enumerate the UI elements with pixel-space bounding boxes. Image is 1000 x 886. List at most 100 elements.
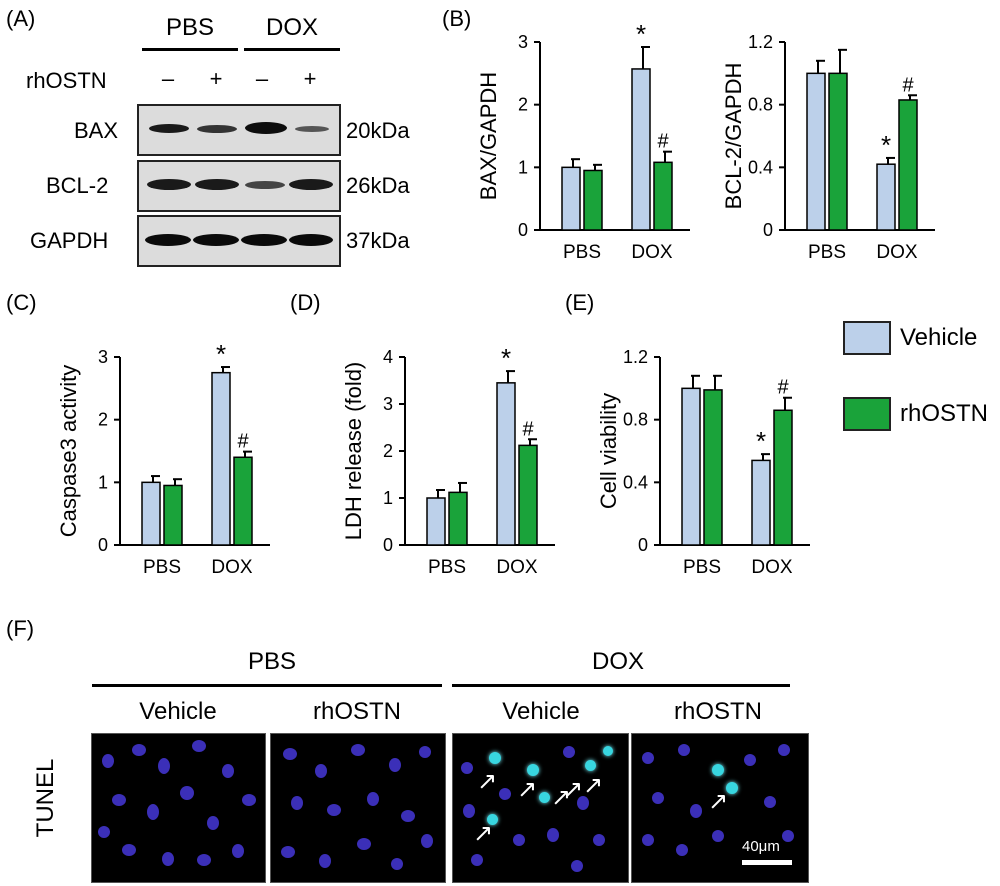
tunel-positive-nucleus: [726, 782, 738, 794]
nucleus: [122, 844, 136, 856]
nucleus: [782, 830, 794, 842]
nucleus: [593, 834, 605, 846]
bar: [631, 68, 651, 231]
y-tick-label: 3: [383, 394, 393, 414]
tunel-positive-nucleus: [585, 760, 596, 771]
bar: [703, 389, 723, 546]
tunel-positive-nucleus: [603, 746, 613, 756]
blot-strip-gapdh: [137, 215, 341, 267]
blot-size-bax: 20kDa: [346, 118, 410, 143]
nucleus: [401, 810, 415, 822]
arrow-icon: ↗: [517, 776, 538, 803]
bar: [518, 444, 538, 546]
band: [241, 234, 287, 246]
significance-mark: *: [216, 339, 226, 369]
blot-strip-bcl2: [137, 160, 341, 212]
y-axis-label: LDH release (fold): [341, 362, 366, 541]
tunel-group-pbs: PBS: [247, 648, 297, 675]
significance-mark: *: [881, 130, 891, 160]
blot-strip-bax: [137, 104, 341, 156]
y-tick-label: 2: [383, 441, 393, 461]
bar: [496, 382, 516, 546]
nucleus: [291, 796, 303, 810]
y-tick-label: 3: [518, 32, 528, 52]
nucleus: [319, 854, 331, 868]
nucleus: [547, 828, 559, 842]
x-tick-label: DOX: [876, 242, 918, 263]
y-tick-label: 0.4: [623, 472, 648, 492]
tunel-image-pbs-vehicle: [91, 733, 266, 883]
legend-label-rhostn: rhOSTN: [900, 400, 989, 427]
blot-size-bcl2: 26kDa: [346, 173, 410, 198]
bar: [583, 169, 603, 231]
nucleus: [327, 804, 341, 816]
bar: [806, 72, 826, 231]
significance-mark: *: [636, 19, 646, 49]
tunel-col-label-4: rhOSTN: [673, 698, 763, 725]
bar: [751, 459, 771, 546]
nucleus: [421, 834, 433, 848]
nucleus: [652, 792, 664, 804]
significance-mark: *: [501, 343, 511, 373]
y-axis-label: Cell viability: [596, 393, 621, 509]
chart-bcl2-gapdh: BCL-2/GAPDH 0 0.4 0.8 1.2 PBS DOX * #: [721, 32, 935, 263]
y-tick-label: 4: [383, 347, 393, 367]
y-tick-label: 2: [518, 95, 528, 115]
band: [295, 126, 329, 132]
band: [289, 234, 333, 246]
nucleus: [147, 804, 159, 820]
arrow-icon: ↗: [473, 820, 494, 847]
significance-mark: #: [237, 431, 249, 453]
nucleus: [676, 844, 688, 856]
significance-mark: *: [756, 426, 766, 456]
y-tick-label: 0: [98, 535, 108, 555]
nucleus: [391, 858, 403, 870]
scale-bar: [742, 860, 792, 865]
nucleus: [642, 834, 654, 846]
tunel-col-label-2: rhOSTN: [312, 698, 402, 725]
bar: [426, 497, 446, 546]
band: [147, 179, 191, 190]
significance-mark: #: [657, 131, 669, 153]
x-tick-label: DOX: [631, 242, 673, 263]
y-tick-label: 0: [518, 220, 528, 240]
bar: [876, 163, 896, 231]
nucleus: [162, 852, 174, 866]
legend-swatch-rhostn: [843, 397, 891, 431]
chart-cell-viability: Cell viability 0 0.4 0.8 1.2 PBS DOX * #: [596, 347, 810, 578]
x-tick-label: DOX: [496, 557, 538, 578]
tunel-positive-nucleus: [539, 792, 550, 803]
y-tick-label: 0: [638, 535, 648, 555]
panel-f-letter: (F): [6, 616, 35, 641]
legend-swatch-vehicle: [843, 321, 891, 355]
x-tick-label: PBS: [808, 242, 846, 263]
panel-e-letter: (E): [565, 290, 595, 315]
band: [145, 234, 191, 246]
x-tick-label: PBS: [428, 557, 466, 578]
scale-bar-label: 40μm: [742, 838, 780, 855]
bar: [653, 161, 673, 231]
nucleus: [744, 754, 756, 766]
nucleus: [357, 838, 371, 850]
nucleus: [499, 788, 511, 800]
y-tick-label: 1.2: [623, 347, 648, 367]
band: [197, 125, 237, 133]
y-tick-label: 0: [763, 220, 773, 240]
blot-treatment-label: rhOSTN: [26, 68, 107, 93]
panel-a-letter: (A): [6, 6, 36, 31]
nucleus: [281, 846, 295, 858]
chart-caspase3: Caspase3 activity 0 1 2 3 PBS DOX * #: [56, 339, 270, 578]
bar: [163, 484, 183, 546]
nucleus: [315, 764, 327, 778]
nucleus: [389, 758, 401, 772]
nucleus: [571, 860, 583, 872]
band: [245, 181, 285, 189]
band: [193, 234, 239, 246]
blot-sign-2: +: [209, 66, 223, 91]
blot-group-line-dox: [244, 48, 340, 51]
x-tick-label: PBS: [143, 557, 181, 578]
significance-mark: #: [522, 418, 534, 440]
tunel-group-line-dox: [452, 684, 790, 687]
significance-mark: #: [777, 377, 789, 399]
nucleus: [232, 844, 244, 858]
